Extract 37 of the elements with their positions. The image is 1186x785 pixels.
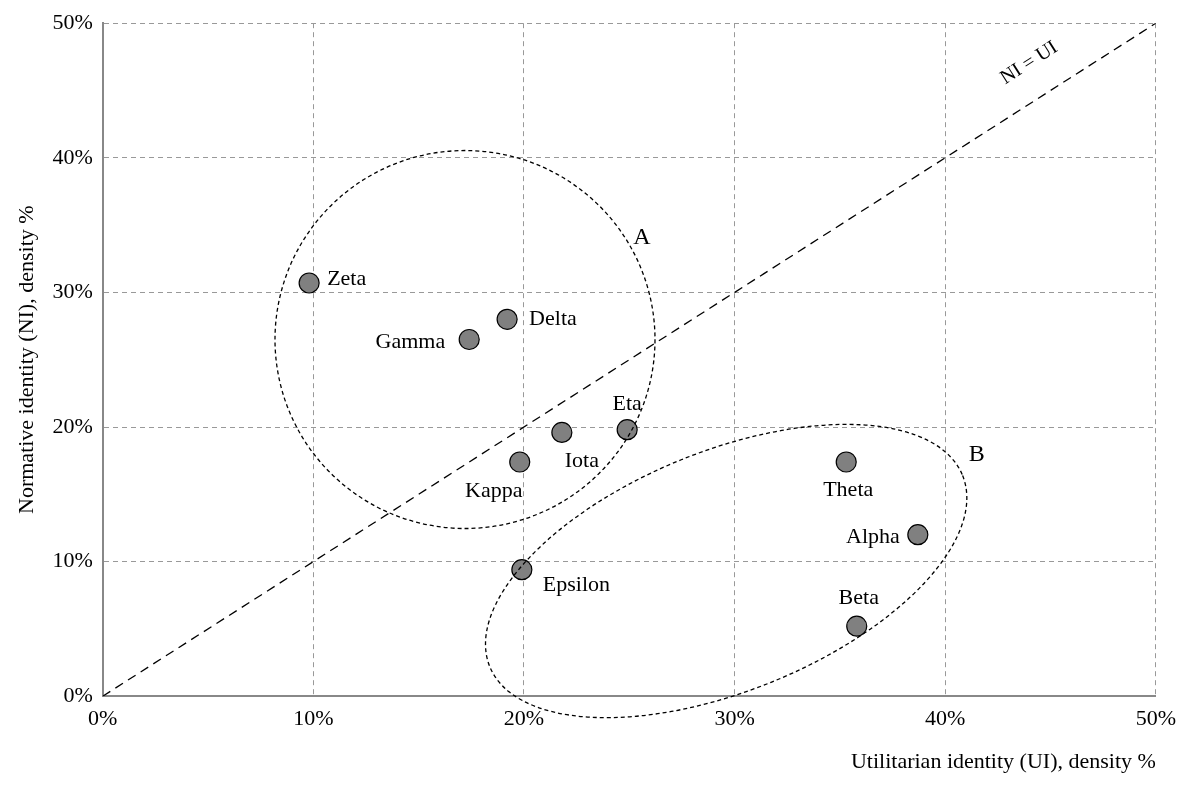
series-label: Alpha (846, 523, 901, 549)
point (511, 559, 533, 581)
x-tick-label: 30% (714, 705, 755, 731)
point (907, 524, 929, 546)
annotation: A (633, 223, 652, 250)
series-label: Kappa (465, 476, 523, 502)
point (835, 451, 857, 473)
x-axis-title: Utilitarian identity (UI), density % (850, 747, 1156, 773)
annotation: NI = UI (995, 35, 1061, 88)
point (551, 421, 573, 443)
x-tick-label: 0% (88, 705, 118, 731)
point (458, 328, 480, 351)
series-label: Beta (838, 583, 880, 609)
x-tick-label: 10% (293, 705, 334, 731)
series-label: Delta (529, 305, 577, 331)
point (509, 451, 531, 473)
point (496, 308, 518, 330)
series-label: Theta (823, 475, 874, 501)
y-tick-label: 20% (52, 412, 93, 438)
point (846, 615, 868, 637)
series-label: Zeta (327, 264, 367, 290)
y-tick-label: 0% (63, 681, 93, 707)
point (298, 272, 320, 294)
annotation: B (968, 439, 985, 466)
point (616, 419, 638, 441)
y-tick-label: 30% (52, 278, 93, 304)
x-tick-label: 40% (925, 705, 966, 731)
x-tick-label: 20% (503, 705, 545, 731)
series-label: Epsilon (542, 571, 611, 597)
y-tick-label: 40% (52, 143, 93, 169)
x-tick-label: 50% (1135, 705, 1176, 731)
y-axis-title: Normative identity (NI), density % (12, 205, 38, 514)
y-tick-label: 10% (52, 547, 93, 573)
y-tick-label: 50% (52, 8, 93, 34)
series-label: Iota (564, 447, 600, 473)
series-label: Gamma (375, 328, 446, 354)
series-label: Eta (612, 390, 643, 416)
